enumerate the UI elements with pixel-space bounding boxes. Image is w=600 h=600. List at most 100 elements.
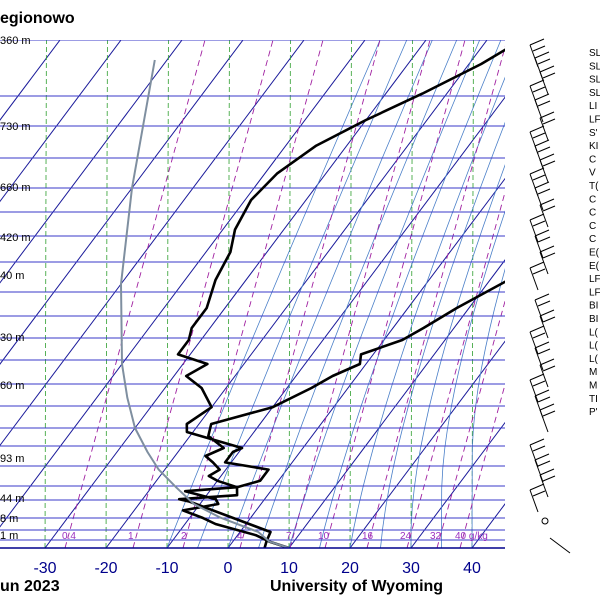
wind-barb [537,236,551,243]
wind-barb [537,146,551,153]
wind-barb [537,188,551,195]
height-label: 420 m [0,232,31,244]
height-label: 93 m [0,453,24,465]
wind-barb [529,219,539,243]
station-index-label: C [589,208,596,219]
dry-adiabat-line [166,40,169,548]
wind-barb [532,490,546,497]
x-tick-label: -10 [155,560,178,577]
wind-barb [539,111,555,119]
wind-barb [542,118,556,125]
wind-barb [542,410,556,417]
wind-barb [534,229,550,237]
wind-barb [534,187,544,211]
station-index-label: E( [589,261,600,272]
station-index-label: BI [589,301,598,312]
station-index-label: LF [589,287,600,298]
wind-barb [537,100,551,107]
station-index-label: SL [589,75,600,86]
x-tick-label: -20 [94,560,117,577]
wind-barb [537,396,551,403]
dry-adiabat-line [349,40,352,548]
station-index-label: KI [589,141,598,152]
moist-adiabat-line [410,164,505,548]
wind-barb [529,438,545,446]
mixing-ratio-label: 16 [362,531,374,542]
mixing-ratio-label: 0.4 [62,531,76,542]
x-tick-labels: -30 -20 -10 0 10 20 30 40 [33,560,481,577]
wind-barb [534,389,550,397]
wind-barb [532,86,546,93]
moist-adiabat-line [441,210,505,548]
isotherm-line [410,421,505,548]
station-index-label: LF [589,115,600,126]
wind-barb [537,300,551,307]
isotherm-line [349,340,505,548]
height-label: 60 m [0,380,24,392]
wind-barb [539,65,555,73]
pressure-grid [0,40,505,548]
mixing-ratio-label: 10 [318,531,330,542]
station-index-label: M [589,367,597,378]
station-index-label: S' [589,128,598,139]
wind-barb [532,132,546,139]
height-label: 730 m [0,121,31,133]
moist-adiabat-line [227,40,433,548]
wind-barb [532,45,546,52]
wind-barb [539,251,549,275]
wind-barb [542,205,556,212]
mixing-ratio-label: 4 [237,531,243,542]
x-tick-label: 20 [341,560,359,577]
wind-barb [534,51,550,59]
mixing-ratio-line [182,40,324,548]
x-tick-label: 0 [224,560,233,577]
station-index-label: SL [589,48,600,59]
wind-barb [539,198,555,206]
mixing-ratio-label: 2 [181,531,187,542]
credit-label: University of Wyoming [270,578,444,595]
wind-barb [537,460,551,467]
wind-barb [539,403,555,411]
wind-barb [532,174,546,181]
wind-barb [539,117,549,141]
wind-barb [539,204,549,228]
wind-barb [534,293,550,301]
wind-barb [549,537,571,554]
wind-barb [529,267,539,291]
moist-adiabat-line [380,121,505,548]
station-index-label: C [589,194,596,205]
x-tick-label: 40 [463,560,481,577]
mixing-ratio-label: 32 [430,531,442,542]
wind-barb [537,348,551,355]
wind-barb [542,72,556,79]
height-label: 1 m [0,530,18,542]
height-label: 44 m [0,493,24,505]
wind-barb [542,316,556,323]
height-label: 8 m [0,513,18,525]
x-tick-label: 30 [402,560,420,577]
wind-barb [532,380,546,387]
wind-barb [539,409,549,433]
x-tick-label: -30 [33,560,56,577]
moist-adiabat-line [258,40,458,548]
wind-barb [539,245,555,253]
station-index-label: L( [589,354,599,365]
station-index-label: LI [589,101,597,112]
wind-barb [539,358,555,366]
wind-barb [529,79,545,87]
dry-adiabat-line [471,40,474,548]
wind-barb [532,220,546,227]
profile-lines [120,48,505,548]
wind-barb [529,38,545,46]
moist-adiabat-line [319,40,502,548]
mixing-ratio-line [64,40,206,548]
wind-barb [529,261,545,269]
station-index-label: C [589,221,596,232]
dry-adiabat-line [288,40,291,548]
wind-barb [534,99,544,123]
wind-barb [542,365,556,372]
station-index-label: TI [589,394,598,405]
station-index-label: V [589,168,596,179]
wind-barb [534,341,550,349]
